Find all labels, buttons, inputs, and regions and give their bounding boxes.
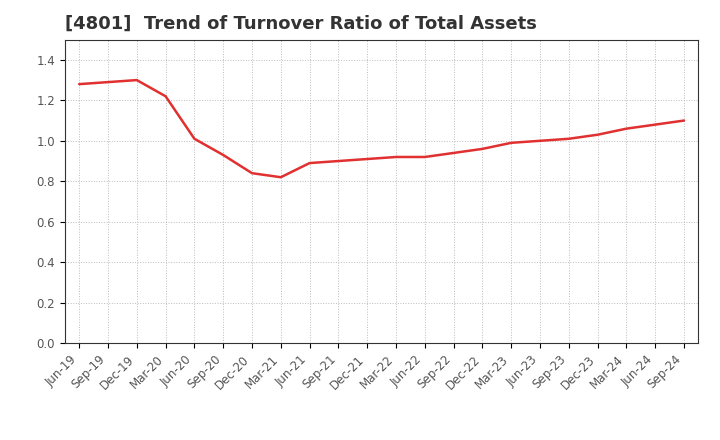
- Text: [4801]  Trend of Turnover Ratio of Total Assets: [4801] Trend of Turnover Ratio of Total …: [65, 15, 536, 33]
